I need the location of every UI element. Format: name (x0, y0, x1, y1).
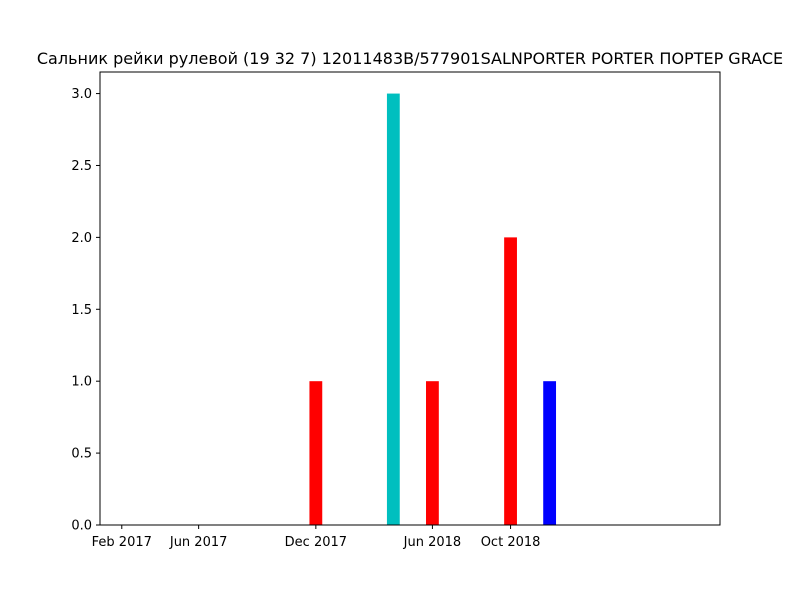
x-tick-label: Jun 2017 (169, 535, 228, 550)
y-tick-label: 0.0 (71, 519, 92, 534)
bars-layer (309, 93, 557, 525)
bar-0 (309, 381, 323, 525)
bar-3 (504, 237, 517, 525)
x-tick-label: Feb 2017 (92, 535, 152, 550)
x-tick-label: Jun 2018 (403, 535, 462, 550)
x-tick-label: Oct 2018 (481, 535, 541, 550)
x-axis: Feb 2017 Jun 2017 Dec 2017 Jun 2018 Oct 2018 (92, 525, 541, 550)
bar-4 (543, 381, 557, 525)
y-tick-label: 3.0 (71, 87, 92, 102)
x-tick-label: Dec 2017 (285, 535, 347, 550)
y-tick-label: 0.5 (71, 447, 92, 462)
chart-title: Сальник рейки рулевой (19 32 7) 12011483… (37, 49, 783, 68)
plot-frame (99, 71, 721, 526)
y-tick-label: 2.5 (71, 159, 92, 174)
y-tick-label: 2.0 (71, 231, 92, 246)
bar-2 (426, 381, 439, 525)
y-axis: 0.0 0.5 1.0 1.5 2.0 2.5 3.0 (71, 87, 100, 534)
y-tick-label: 1.0 (71, 375, 92, 390)
bar-1 (386, 93, 400, 525)
y-tick-label: 1.5 (71, 303, 92, 318)
